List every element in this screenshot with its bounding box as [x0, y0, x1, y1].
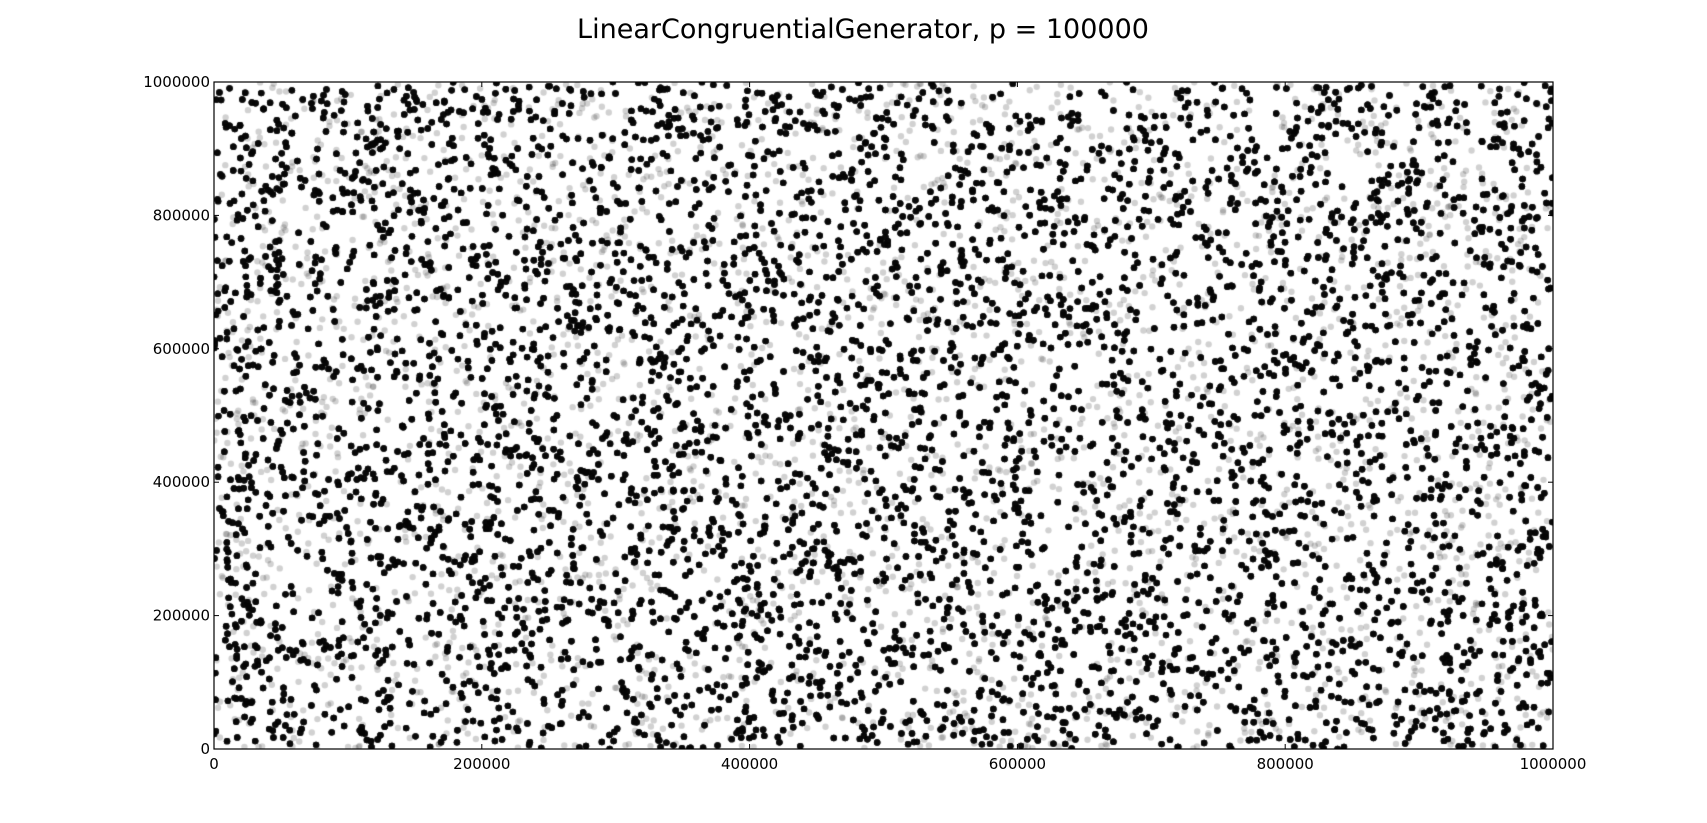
plot-frame: [213, 81, 1554, 750]
x-tick-label: 800000: [1257, 755, 1314, 773]
x-tick-label: 600000: [989, 755, 1046, 773]
x-tick-label: 0: [209, 755, 219, 773]
y-tick-label: 1000000: [143, 73, 210, 91]
x-tick-label: 200000: [453, 755, 510, 773]
y-tick-label: 400000: [153, 473, 210, 491]
x-tick-label: 1000000: [1520, 755, 1587, 773]
x-axis: 0 200000 400000 600000 800000 1000000: [209, 82, 1586, 773]
x-tick-label: 400000: [721, 755, 778, 773]
chart-title: LinearCongruentialGenerator, p = 100000: [577, 14, 1149, 45]
y-tick-label: 200000: [153, 607, 210, 625]
y-tick-label: 0: [200, 740, 210, 758]
y-axis: 0 200000 400000 600000 800000 1000000: [143, 73, 1553, 758]
y-tick-label: 800000: [153, 206, 210, 224]
y-tick-label: 600000: [153, 340, 210, 358]
